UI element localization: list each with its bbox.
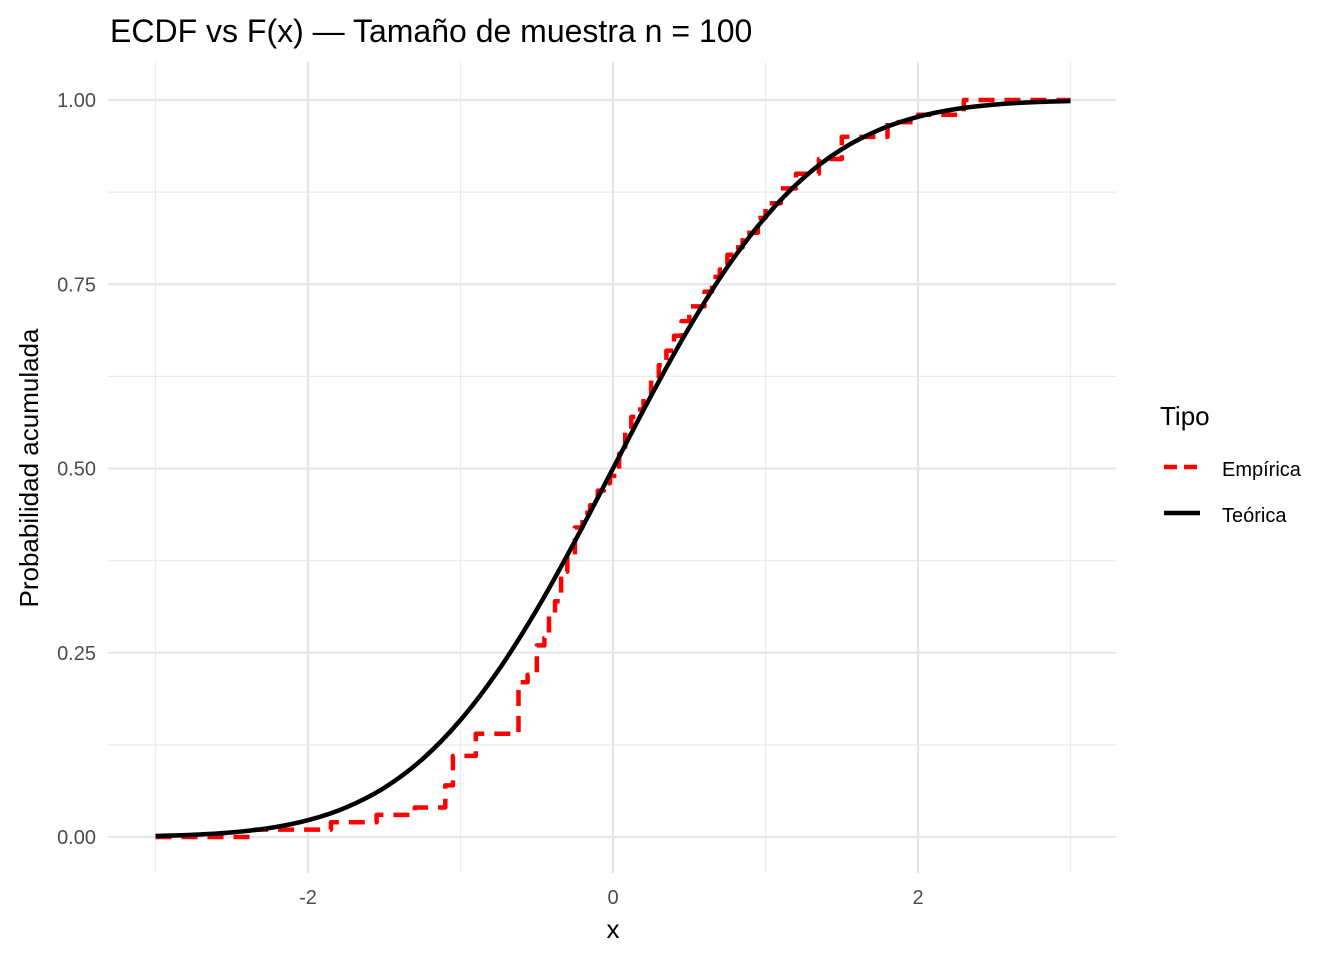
legend-label-teorica: Teórica (1222, 505, 1287, 527)
series-layer (155, 97, 1071, 840)
x-tick-label: -2 (299, 887, 317, 909)
series-line-empirica (155, 97, 1071, 840)
series-line-teorica (155, 98, 1071, 839)
x-tick-label: 0 (607, 887, 618, 909)
y-tick-label: 0.75 (57, 274, 96, 296)
y-tick-label: 0.50 (57, 459, 96, 481)
y-axis-title: Probabilidad acumulada (14, 328, 44, 608)
y-tick-label: 1.00 (57, 90, 96, 112)
legend-label-empirica: Empírica (1222, 459, 1302, 481)
legend: Tipo Empírica Teórica (1160, 401, 1302, 527)
x-axis-title: x (607, 914, 620, 944)
legend-title: Tipo (1160, 401, 1210, 431)
x-tick-label: 2 (912, 887, 923, 909)
y-tick-label: 0.25 (57, 643, 96, 665)
x-tick-labels: -2 0 2 (299, 887, 923, 909)
y-tick-labels: 0.00 0.25 0.50 0.75 1.00 (57, 90, 96, 849)
y-tick-label: 0.00 (57, 827, 96, 849)
chart-title: ECDF vs F(x) — Tamaño de muestra n = 100 (110, 13, 752, 49)
